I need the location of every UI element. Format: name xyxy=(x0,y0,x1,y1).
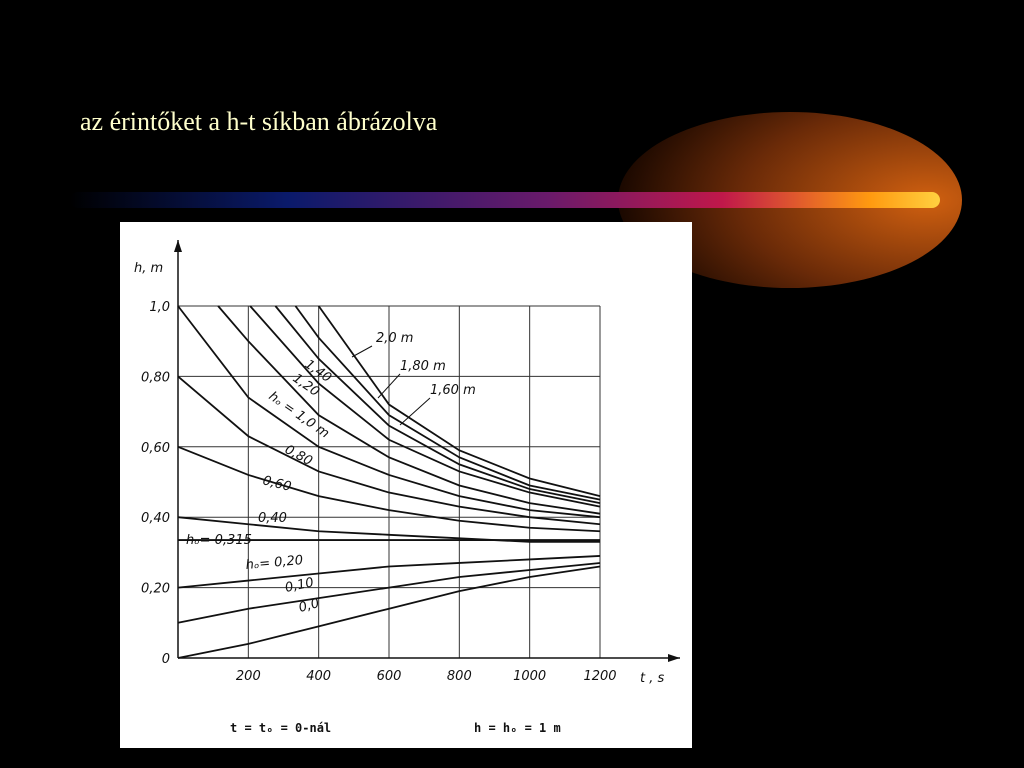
curve-label: hₒ= 0,20 xyxy=(245,553,304,573)
curve xyxy=(274,305,601,505)
curve xyxy=(177,562,601,624)
curve xyxy=(177,305,601,519)
note: h = hₒ = 1 m xyxy=(474,721,561,735)
curve xyxy=(177,375,601,526)
x-tick-label: 200 xyxy=(236,669,261,684)
y-tick-label: 0 xyxy=(162,652,170,667)
curve xyxy=(294,305,601,501)
curve-label: hₒ= 0,315 xyxy=(186,533,252,548)
note: t = tₒ = 0-nál xyxy=(230,721,331,735)
plot: 0 0,20 0,40 0,60 0,80 1,0 200 400 600 800 1000 1200… xyxy=(134,240,680,735)
x-tick-label: 1000 xyxy=(513,669,546,684)
x-arrow xyxy=(668,654,680,662)
x-tick-label: 1200 xyxy=(583,669,616,684)
x-axis-label: t , s xyxy=(640,671,664,686)
y-arrow xyxy=(174,240,182,252)
curve-label: 1,60 m xyxy=(430,383,476,398)
chart-area xyxy=(120,222,692,748)
y-tick-label: 1,0 xyxy=(149,300,170,315)
label-leader xyxy=(351,345,373,358)
curve xyxy=(177,565,601,659)
curve-label: 0,60 xyxy=(261,473,293,495)
curve-label: 2,0 m xyxy=(376,331,413,346)
y-tick-label: 0,60 xyxy=(141,441,170,456)
curve xyxy=(177,516,600,543)
x-tick-label: 800 xyxy=(447,669,472,684)
slide-title: az érintőket a h-t síkban ábrázolva xyxy=(80,107,438,136)
curve-label: 1,80 m xyxy=(400,359,446,374)
label-leader xyxy=(399,397,431,426)
x-tick-label: 600 xyxy=(377,669,402,684)
curve xyxy=(177,445,601,533)
y-axis-label: h, m xyxy=(134,261,163,276)
curve xyxy=(177,555,601,589)
curve-label: 0,10 xyxy=(284,575,315,596)
curve xyxy=(217,305,601,515)
curve-label: 0,40 xyxy=(258,511,287,526)
y-tick-label: 0,40 xyxy=(141,511,170,526)
y-tick-label: 0,20 xyxy=(141,582,170,597)
y-tick-label: 0,80 xyxy=(141,370,170,385)
curve xyxy=(249,305,601,508)
decor-bar xyxy=(70,192,940,208)
curve xyxy=(317,305,601,497)
x-tick-label: 400 xyxy=(306,669,331,684)
